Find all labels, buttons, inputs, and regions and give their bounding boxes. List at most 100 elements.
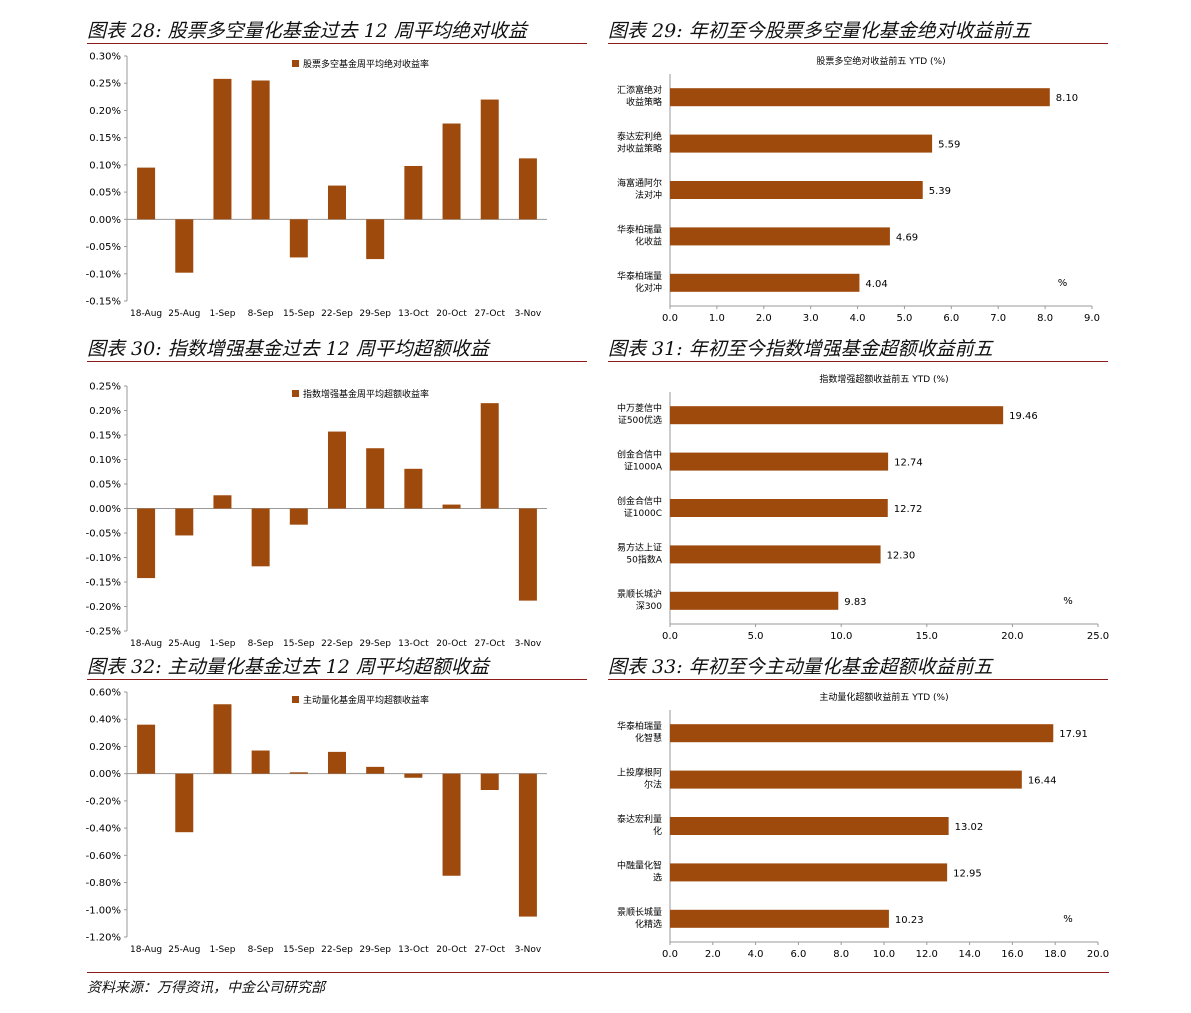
x-tick-label: 18-Aug — [130, 309, 162, 319]
bar-value-label: 17.91 — [1059, 729, 1088, 740]
y-category-label: 泰达宏利绝 — [617, 131, 662, 143]
bar — [213, 704, 232, 774]
bar — [213, 495, 232, 509]
chart-subtitle: 指数增强超额收益前五 YTD (%) — [819, 373, 948, 385]
x-tick-label: 22-Sep — [321, 309, 353, 319]
y-category-label: 景顺长城沪 — [617, 588, 662, 600]
bar — [518, 508, 537, 601]
chart-title: 图表 33: 年初至今主动量化基金超额收益前五 — [608, 656, 993, 678]
x-tick-label: 25-Aug — [168, 945, 200, 955]
bar — [670, 863, 948, 882]
title-rule — [608, 361, 1108, 362]
x-tick-label: 9.0 — [1084, 313, 1100, 324]
y-category-label: 上投摩根阿 — [617, 767, 662, 779]
y-tick-label: 0.20% — [89, 406, 121, 417]
bar-value-label: 5.39 — [929, 186, 951, 197]
x-tick-label: 13-Oct — [398, 945, 429, 955]
x-tick-label: 2.0 — [756, 313, 772, 324]
hbar-chart-31: 指数增强超额收益前五 YTD (%) 0.0 5.0 10.0 15.0 20.0 25.0… — [617, 373, 1109, 642]
bar — [328, 751, 346, 774]
bar — [366, 448, 385, 509]
y-category-label: 化对冲 — [635, 282, 662, 294]
bar-value-label: 12.30 — [887, 550, 916, 561]
bar — [404, 165, 423, 220]
x-tick-label: 5.0 — [896, 313, 912, 324]
bar-value-label: 13.02 — [955, 822, 984, 833]
bar — [251, 80, 270, 220]
bar — [289, 772, 308, 774]
legend-label: 指数增强基金周平均超额收益率 — [303, 388, 429, 400]
legend-label: 股票多空基金周平均绝对收益率 — [303, 58, 429, 70]
y-category-label: 化 — [653, 825, 662, 837]
x-tick-label: 25-Aug — [168, 309, 200, 319]
x-tick-label: 20-Oct — [436, 639, 467, 649]
bar — [670, 499, 888, 517]
title-rule — [608, 679, 1108, 680]
bar — [137, 508, 156, 579]
x-tick-label: 20-Oct — [436, 945, 467, 955]
x-tick-label: 12.0 — [916, 949, 938, 960]
y-tick-label: -0.05% — [86, 529, 121, 540]
x-tick-label: 15-Sep — [283, 309, 315, 319]
y-category-label: 证1000A — [624, 462, 663, 473]
x-tick-label: 1.0 — [709, 313, 725, 324]
legend-swatch — [292, 60, 299, 67]
unit-label: % — [1063, 914, 1073, 925]
source-note: 资料来源：万得资讯，中金公司研究部 — [87, 972, 1109, 997]
title-rule — [87, 361, 587, 362]
bar-chart-32: 0.60% 0.40% 0.20% 0.00% -0.20% -0.40% -0.60% -0… — [86, 688, 547, 955]
y-category-label: 证1000C — [624, 508, 662, 519]
bar — [670, 452, 889, 471]
y-category-label: 华泰柏瑞量 — [617, 720, 662, 732]
x-tick-label: 20-Oct — [436, 309, 467, 319]
chart-subtitle: 主动量化超额收益前五 YTD (%) — [819, 691, 948, 703]
y-category-label: 法对冲 — [635, 189, 662, 201]
bar — [670, 406, 1004, 425]
bar-value-label: 4.69 — [896, 232, 918, 243]
y-category-label: 华泰柏瑞量 — [617, 270, 662, 282]
bar — [518, 158, 537, 220]
y-tick-label: 0.20% — [89, 106, 121, 117]
x-tick-label: 25.0 — [1087, 631, 1109, 642]
y-tick-label: 0.30% — [89, 52, 121, 63]
title-rule — [608, 43, 1108, 44]
x-tick-label: 27-Oct — [474, 639, 505, 649]
y-category-label: 尔法 — [644, 779, 662, 791]
bar — [518, 773, 537, 917]
y-tick-label: -0.20% — [86, 602, 121, 613]
unit-label: % — [1058, 278, 1068, 289]
bar-chart-28: 0.30% 0.25% 0.20% 0.15% 0.10% 0.05% 0.00% -0.05… — [86, 52, 547, 319]
y-category-label: 对收益策略 — [617, 143, 662, 155]
panel-chart-28: 图表 28: 股票多空量化基金过去 12 周平均绝对收益 0.30% 0.25% 0… — [86, 16, 587, 326]
y-tick-label: 0.15% — [89, 133, 121, 144]
bar-chart-30: 0.25% 0.20% 0.15% 0.10% 0.05% 0.00% -0.05% -0.1… — [86, 382, 547, 649]
bar — [670, 770, 1022, 789]
chart-title: 图表 29: 年初至今股票多空量化基金绝对收益前五 — [608, 20, 1031, 42]
bar — [251, 508, 270, 567]
y-category-label: 化智慧 — [635, 732, 662, 744]
panel-chart-30: 图表 30: 指数增强基金过去 12 周平均超额收益 0.25% 0.20% 0.1… — [86, 334, 587, 654]
y-tick-label: -0.80% — [86, 878, 121, 889]
bar — [480, 99, 499, 220]
bar — [670, 273, 860, 292]
x-tick-label: 29-Sep — [359, 309, 391, 319]
y-tick-label: -0.10% — [86, 553, 121, 564]
bar-value-label: 5.59 — [938, 140, 960, 151]
bar — [137, 724, 156, 774]
x-tick-label: 27-Oct — [474, 309, 505, 319]
y-tick-label: -0.60% — [86, 851, 121, 862]
bar — [175, 773, 194, 833]
x-tick-label: 22-Sep — [321, 639, 353, 649]
x-tick-label: 20.0 — [1087, 949, 1109, 960]
y-tick-label: -0.10% — [86, 269, 121, 280]
y-category-label: 化收益 — [635, 235, 662, 247]
x-tick-label: 10.0 — [830, 631, 852, 642]
x-tick-label: 4.0 — [850, 313, 866, 324]
bar — [442, 504, 461, 509]
legend-label: 主动量化基金周平均超额收益率 — [303, 694, 429, 706]
bar — [175, 219, 194, 273]
y-tick-label: 0.20% — [89, 742, 121, 753]
y-tick-label: 0.00% — [89, 215, 121, 226]
y-category-label: 中万菱信中 — [617, 402, 662, 414]
bar — [137, 167, 156, 220]
